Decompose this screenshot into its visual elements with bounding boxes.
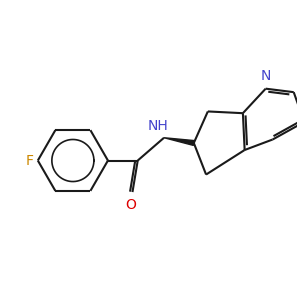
Text: O: O xyxy=(125,198,136,212)
Text: NH: NH xyxy=(147,119,168,133)
Text: N: N xyxy=(260,69,271,83)
Polygon shape xyxy=(164,138,194,146)
Text: F: F xyxy=(26,154,34,167)
